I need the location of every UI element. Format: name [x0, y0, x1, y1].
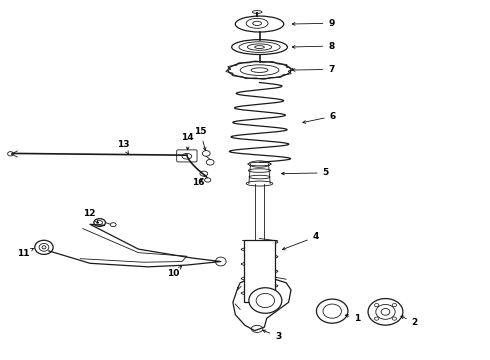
- Ellipse shape: [249, 161, 270, 167]
- Ellipse shape: [110, 223, 116, 226]
- Ellipse shape: [374, 303, 379, 307]
- Text: 12: 12: [83, 209, 98, 223]
- Text: 3: 3: [263, 330, 281, 341]
- Ellipse shape: [39, 243, 49, 251]
- Ellipse shape: [246, 18, 268, 28]
- Text: 15: 15: [194, 127, 207, 150]
- Ellipse shape: [200, 171, 208, 176]
- Ellipse shape: [392, 303, 396, 307]
- Ellipse shape: [204, 178, 211, 182]
- Ellipse shape: [35, 240, 53, 255]
- Ellipse shape: [317, 299, 348, 323]
- Text: 9: 9: [292, 19, 335, 28]
- Ellipse shape: [206, 159, 214, 165]
- Bar: [244, 240, 275, 302]
- Ellipse shape: [246, 181, 273, 186]
- Ellipse shape: [240, 65, 279, 76]
- Text: 8: 8: [292, 41, 335, 50]
- Ellipse shape: [374, 317, 379, 320]
- Text: 4: 4: [282, 232, 319, 250]
- Ellipse shape: [251, 68, 268, 72]
- Ellipse shape: [8, 152, 13, 156]
- FancyBboxPatch shape: [177, 150, 197, 162]
- Ellipse shape: [228, 62, 291, 78]
- Ellipse shape: [376, 305, 395, 319]
- Ellipse shape: [97, 221, 102, 225]
- Ellipse shape: [251, 325, 263, 332]
- Text: 5: 5: [282, 168, 329, 177]
- Ellipse shape: [94, 219, 105, 226]
- Ellipse shape: [392, 317, 396, 320]
- Ellipse shape: [239, 42, 280, 53]
- Ellipse shape: [252, 10, 262, 13]
- Ellipse shape: [253, 21, 262, 26]
- Text: 10: 10: [168, 266, 181, 278]
- Text: 7: 7: [292, 65, 335, 74]
- Ellipse shape: [381, 309, 390, 315]
- Ellipse shape: [232, 40, 288, 54]
- Ellipse shape: [248, 162, 271, 166]
- Text: 13: 13: [117, 140, 129, 154]
- Ellipse shape: [182, 153, 192, 159]
- Text: 2: 2: [401, 316, 418, 327]
- Ellipse shape: [249, 175, 270, 179]
- Ellipse shape: [256, 293, 274, 307]
- Ellipse shape: [202, 150, 210, 156]
- Text: 14: 14: [181, 133, 194, 150]
- Text: 11: 11: [17, 248, 33, 258]
- Ellipse shape: [216, 257, 226, 266]
- Ellipse shape: [368, 298, 403, 325]
- Text: 16: 16: [192, 178, 204, 187]
- Ellipse shape: [235, 16, 284, 32]
- Ellipse shape: [323, 304, 342, 318]
- Ellipse shape: [255, 46, 265, 49]
- Text: 6: 6: [303, 112, 336, 123]
- Ellipse shape: [42, 246, 46, 249]
- Ellipse shape: [248, 169, 270, 172]
- Ellipse shape: [249, 288, 282, 313]
- Text: 1: 1: [345, 314, 361, 323]
- Ellipse shape: [247, 44, 271, 50]
- Ellipse shape: [249, 182, 270, 185]
